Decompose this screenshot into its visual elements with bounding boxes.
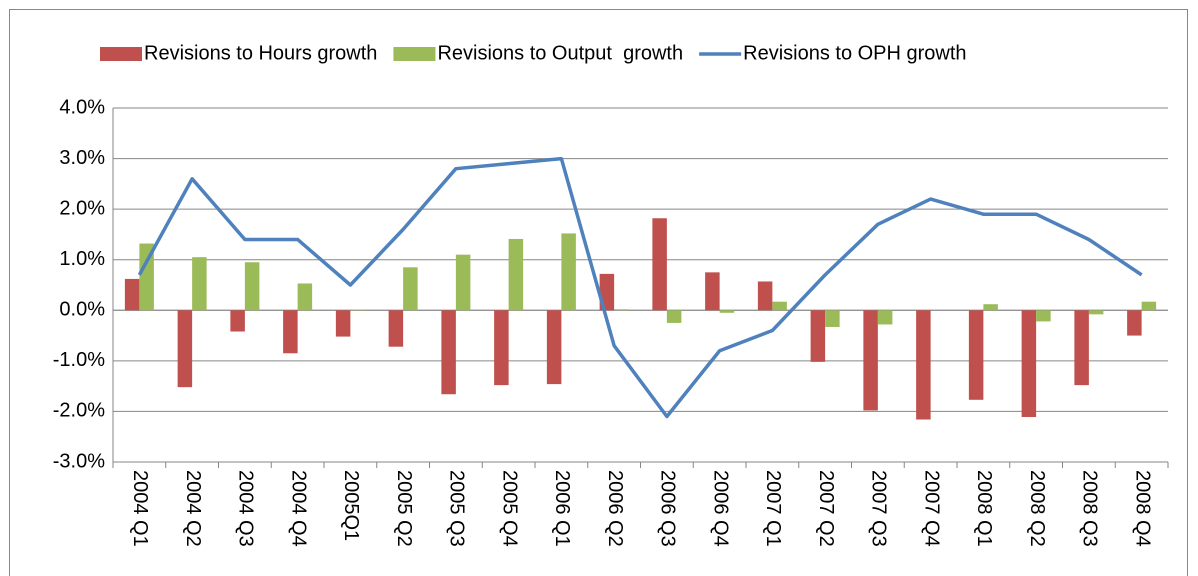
bar [772, 301, 787, 311]
x-tick-label: 2006 Q1 [551, 470, 573, 547]
bar [1141, 301, 1157, 311]
y-tick-label: -2.0% [53, 400, 105, 422]
bar [810, 310, 826, 362]
x-tick-label: 2008 Q4 [1131, 470, 1153, 547]
line [137, 156, 1143, 419]
bar [666, 310, 682, 323]
x-tick-label: 2007 Q1 [762, 470, 784, 547]
x-tick-label: 2004 Q4 [287, 470, 309, 547]
bar [1074, 310, 1089, 386]
x-tick-label: 2004 Q2 [182, 470, 204, 547]
bar [983, 304, 998, 311]
bar [283, 310, 298, 354]
x-tick-label: 2008 Q2 [1026, 470, 1048, 547]
legend-label: Revisions to Output growth [437, 42, 683, 64]
bar [508, 238, 524, 311]
x-tick-label: 2004 Q1 [129, 470, 151, 547]
bar [968, 310, 984, 400]
x-tick-label: 2006 Q4 [709, 470, 731, 547]
bar [350, 309, 365, 311]
bar [825, 310, 840, 327]
y-tick-label: 3.0% [59, 147, 105, 169]
x-tick-label: 2006 Q2 [604, 470, 626, 547]
bar [244, 262, 260, 311]
legend-swatch [100, 47, 142, 61]
legend-label: Revisions to Hours growth [144, 42, 377, 64]
bar [388, 310, 404, 347]
y-tick-label: -1.0% [53, 349, 105, 371]
y-tick-label: 2.0% [59, 197, 105, 219]
x-tick-label: 2005 Q3 [446, 470, 468, 547]
legend-swatch [393, 47, 436, 61]
x-tick-label: 2005 Q2 [393, 470, 415, 547]
y-tick-label: 0.0% [59, 299, 105, 321]
bar [297, 283, 313, 311]
bar [441, 310, 456, 395]
y-tick-label: -3.0% [53, 450, 105, 472]
bar [877, 310, 893, 325]
bar [177, 310, 193, 388]
bar [614, 309, 629, 311]
bar [1088, 310, 1104, 315]
bar [1127, 310, 1142, 336]
x-tick-label: 2007 Q3 [868, 470, 890, 547]
x-tick-label: 2005 Q4 [498, 470, 520, 547]
bar [192, 257, 207, 311]
bar [652, 218, 667, 311]
bar [1021, 310, 1037, 417]
bar [1036, 310, 1051, 322]
bar [863, 310, 878, 411]
x-tick-label: 2008 Q3 [1079, 470, 1101, 547]
bar [455, 254, 471, 311]
y-tick-label: 4.0% [59, 96, 105, 118]
x-tick-label: 2007 Q2 [815, 470, 837, 547]
bar [916, 310, 931, 420]
bar [139, 243, 154, 311]
x-tick-label: 2007 Q4 [920, 470, 942, 547]
x-tick-label: 2008 Q1 [973, 470, 995, 547]
x-tick-label: 2006 Q3 [657, 470, 679, 547]
x-tick-label: 2005Q1 [340, 470, 362, 541]
bar [561, 233, 576, 311]
bar [719, 310, 735, 313]
x-tick-label: 2004 Q3 [235, 470, 257, 547]
bar [705, 272, 720, 311]
y-tick-label: 1.0% [59, 248, 105, 270]
bar [757, 281, 773, 311]
bar [335, 310, 351, 337]
bar [124, 278, 140, 311]
legend-label: Revisions to OPH growth [743, 42, 966, 64]
bar [230, 310, 245, 332]
bar [403, 267, 418, 311]
bar [494, 310, 509, 386]
bar [546, 310, 562, 385]
